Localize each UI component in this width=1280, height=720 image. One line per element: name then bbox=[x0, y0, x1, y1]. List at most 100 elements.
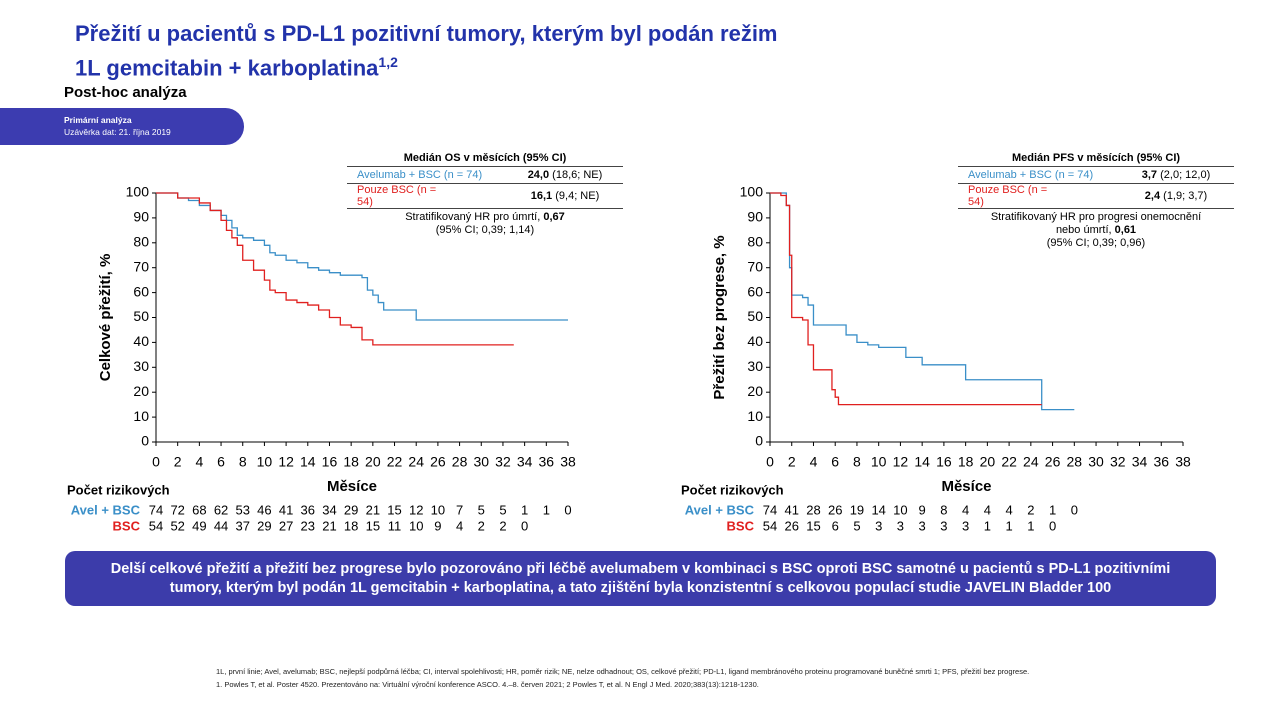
x-tick-label: 2 bbox=[174, 454, 182, 470]
at-risk-value: 10 bbox=[409, 518, 423, 533]
at-risk-value: 0 bbox=[521, 518, 528, 533]
at-risk-value: 1 bbox=[984, 518, 991, 533]
x-tick-label: 16 bbox=[936, 454, 952, 470]
at-risk-value: 5 bbox=[853, 518, 860, 533]
x-tick-label: 12 bbox=[893, 454, 909, 470]
x-axis-label: Měsíce bbox=[941, 478, 991, 495]
table-row: Avelumab + BSC (n = 74) 3,7 (2,0; 12,0) bbox=[958, 167, 1234, 184]
y-tick-label: 100 bbox=[740, 184, 764, 200]
median-ci: (1,9; 3,7) bbox=[1163, 190, 1208, 202]
at-risk-value: 37 bbox=[236, 518, 250, 533]
x-tick-label: 22 bbox=[1001, 454, 1017, 470]
median-ci: (9,4; NE) bbox=[555, 190, 600, 202]
y-tick-label: 10 bbox=[747, 408, 763, 424]
hr-text: Stratifikovaný HR pro progresi onemocněn… bbox=[990, 211, 1202, 236]
x-tick-label: 14 bbox=[914, 454, 930, 470]
y-tick-label: 0 bbox=[141, 433, 149, 449]
x-tick-label: 26 bbox=[1045, 454, 1061, 470]
at-risk-value: 12 bbox=[409, 502, 423, 517]
y-tick-label: 90 bbox=[133, 209, 149, 225]
at-risk-title: Počet rizikových bbox=[67, 482, 170, 497]
x-tick-label: 34 bbox=[517, 454, 533, 470]
x-axis-label: Měsíce bbox=[327, 478, 377, 495]
y-tick-label: 10 bbox=[133, 408, 149, 424]
at-risk-value: 26 bbox=[828, 502, 842, 517]
title-sup: 1,2 bbox=[378, 54, 398, 70]
at-risk-value: 0 bbox=[1049, 518, 1056, 533]
at-risk-value: 5 bbox=[499, 502, 506, 517]
median-ci: (18,6; NE) bbox=[552, 169, 603, 181]
at-risk-value: 5 bbox=[478, 502, 485, 517]
hr-value: 0,67 bbox=[543, 211, 565, 223]
x-tick-label: 4 bbox=[195, 454, 203, 470]
at-risk-value: 2 bbox=[478, 518, 485, 533]
at-risk-title: Počet rizikových bbox=[681, 482, 784, 497]
at-risk-value: 1 bbox=[1005, 518, 1012, 533]
x-tick-label: 4 bbox=[810, 454, 818, 470]
at-risk-value: 52 bbox=[170, 518, 184, 533]
at-risk-value: 41 bbox=[785, 502, 799, 517]
at-risk-value: 4 bbox=[456, 518, 463, 533]
median: 16,1 (9,4; NE) bbox=[507, 190, 623, 202]
y-tick-label: 50 bbox=[133, 308, 149, 324]
at-risk-value: 14 bbox=[871, 502, 885, 517]
median-table: Medián PFS v měsících (95% CI) Avelumab +… bbox=[958, 152, 1234, 250]
series-name: Avelumab + BSC (n = 74) bbox=[968, 169, 1094, 181]
x-tick-label: 20 bbox=[980, 454, 996, 470]
at-risk-value: 74 bbox=[763, 502, 777, 517]
km-curve bbox=[156, 192, 514, 346]
y-axis-label: Přežití bez progrese, % bbox=[711, 235, 728, 399]
badge-text: Primární analýza bbox=[64, 115, 132, 125]
y-axis-label: Celkové přežití, % bbox=[97, 254, 114, 382]
y-tick-label: 40 bbox=[747, 333, 763, 349]
y-tick-label: 50 bbox=[747, 308, 763, 324]
x-tick-label: 6 bbox=[217, 454, 225, 470]
at-risk-value: 3 bbox=[875, 518, 882, 533]
median-ci: (2,0; 12,0) bbox=[1160, 169, 1211, 181]
km-curve bbox=[770, 192, 1075, 411]
footnote: 1. Powles T, et al. Poster 4520. Prezent… bbox=[216, 680, 759, 689]
hr: Stratifikovaný HR pro progresi onemocněn… bbox=[958, 209, 1234, 250]
at-risk-value: 54 bbox=[149, 518, 163, 533]
at-risk-value: 1 bbox=[1027, 518, 1034, 533]
y-tick-label: 60 bbox=[747, 283, 763, 299]
at-risk-value: 27 bbox=[279, 518, 293, 533]
footnote: 1L, první linie; Avel, avelumab; BSC, ne… bbox=[216, 667, 1030, 676]
at-risk-value: 0 bbox=[1071, 502, 1078, 517]
conclusion: Delší celkové přežití a přežití bez prog… bbox=[65, 551, 1216, 606]
x-tick-label: 28 bbox=[1067, 454, 1083, 470]
x-tick-label: 30 bbox=[473, 454, 489, 470]
at-risk-value: 21 bbox=[366, 502, 380, 517]
series-name: Pouze BSC (n = 54) bbox=[357, 184, 437, 208]
table-row: Pouze BSC (n = 54) 2,4 (1,9; 3,7) bbox=[958, 184, 1234, 209]
median: 3,7 (2,0; 12,0) bbox=[1118, 169, 1234, 181]
x-tick-label: 18 bbox=[343, 454, 359, 470]
badge-text: Uzávěrka dat: 21. října 2019 bbox=[64, 127, 171, 137]
at-risk-value: 23 bbox=[301, 518, 315, 533]
median-value: 24,0 bbox=[527, 169, 550, 181]
at-risk-value: 1 bbox=[1049, 502, 1056, 517]
title-line: Přežití u pacientů s PD-L1 pozitivní tum… bbox=[75, 21, 778, 46]
at-risk-value: 3 bbox=[897, 518, 904, 533]
at-risk-value: 3 bbox=[940, 518, 947, 533]
x-tick-label: 32 bbox=[495, 454, 511, 470]
x-tick-label: 24 bbox=[408, 454, 424, 470]
series-name: Avelumab + BSC (n = 74) bbox=[357, 169, 483, 181]
badge: Primární analýza Uzávěrka dat: 21. října … bbox=[0, 108, 244, 145]
x-tick-label: 36 bbox=[1153, 454, 1169, 470]
y-tick-label: 20 bbox=[747, 383, 763, 399]
at-risk-value: 2 bbox=[499, 518, 506, 533]
at-risk-label: Avel + BSC bbox=[71, 502, 141, 517]
y-tick-label: 70 bbox=[747, 258, 763, 274]
x-tick-label: 14 bbox=[300, 454, 316, 470]
x-tick-label: 18 bbox=[958, 454, 974, 470]
at-risk-value: 21 bbox=[322, 518, 336, 533]
x-tick-label: 36 bbox=[539, 454, 555, 470]
at-risk-value: 72 bbox=[170, 502, 184, 517]
x-tick-label: 38 bbox=[1175, 454, 1191, 470]
at-risk-value: 74 bbox=[149, 502, 163, 517]
at-risk-value: 6 bbox=[832, 518, 839, 533]
y-tick-label: 80 bbox=[747, 234, 763, 250]
at-risk-value: 29 bbox=[344, 502, 358, 517]
